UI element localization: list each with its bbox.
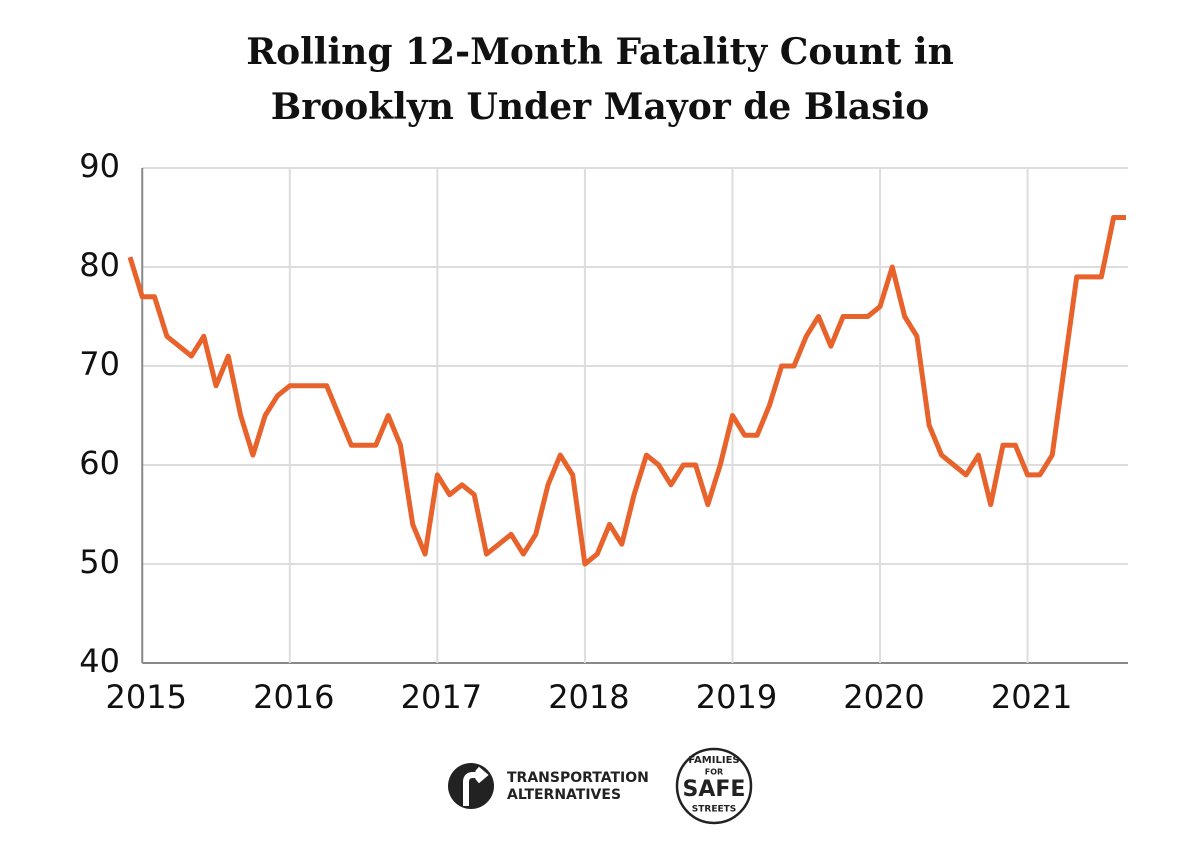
logo-text: FOR — [705, 768, 723, 777]
logo-text: ALTERNATIVES — [507, 787, 621, 803]
logo-text: STREETS — [692, 805, 736, 815]
x-tick-label: 2017 — [401, 678, 482, 716]
ta-logo: TRANSPORTATION ALTERNATIVES — [448, 763, 649, 809]
ta-icon — [448, 763, 494, 809]
y-tick-label: 90 — [79, 147, 120, 185]
logo-text: TRANSPORTATION — [507, 770, 649, 786]
logo-text: FAMILIES — [688, 755, 739, 766]
x-tick-label: 2018 — [548, 678, 629, 716]
logo-text: SAFE — [683, 777, 746, 802]
fss-logo: FAMILIES FOR SAFE STREETS — [675, 747, 753, 825]
x-tick-label: 2021 — [991, 678, 1072, 716]
fss-ring — [675, 747, 753, 825]
y-tick-label: 50 — [79, 543, 120, 581]
chart-title: Brooklyn Under Mayor de Blasio — [271, 86, 929, 128]
x-tick-label: 2016 — [253, 678, 334, 716]
x-tick-label: 2020 — [843, 678, 924, 716]
y-tick-label: 60 — [79, 444, 120, 482]
y-tick-label: 70 — [79, 345, 120, 383]
ta-arrow — [463, 766, 489, 806]
y-tick-label: 80 — [79, 246, 120, 284]
x-tick-label: 2015 — [106, 678, 187, 716]
data-line — [127, 215, 1126, 567]
x-tick-label: 2019 — [696, 678, 777, 716]
chart-title: Rolling 12-Month Fatality Count in — [246, 31, 954, 73]
y-tick-label: 40 — [79, 642, 120, 680]
